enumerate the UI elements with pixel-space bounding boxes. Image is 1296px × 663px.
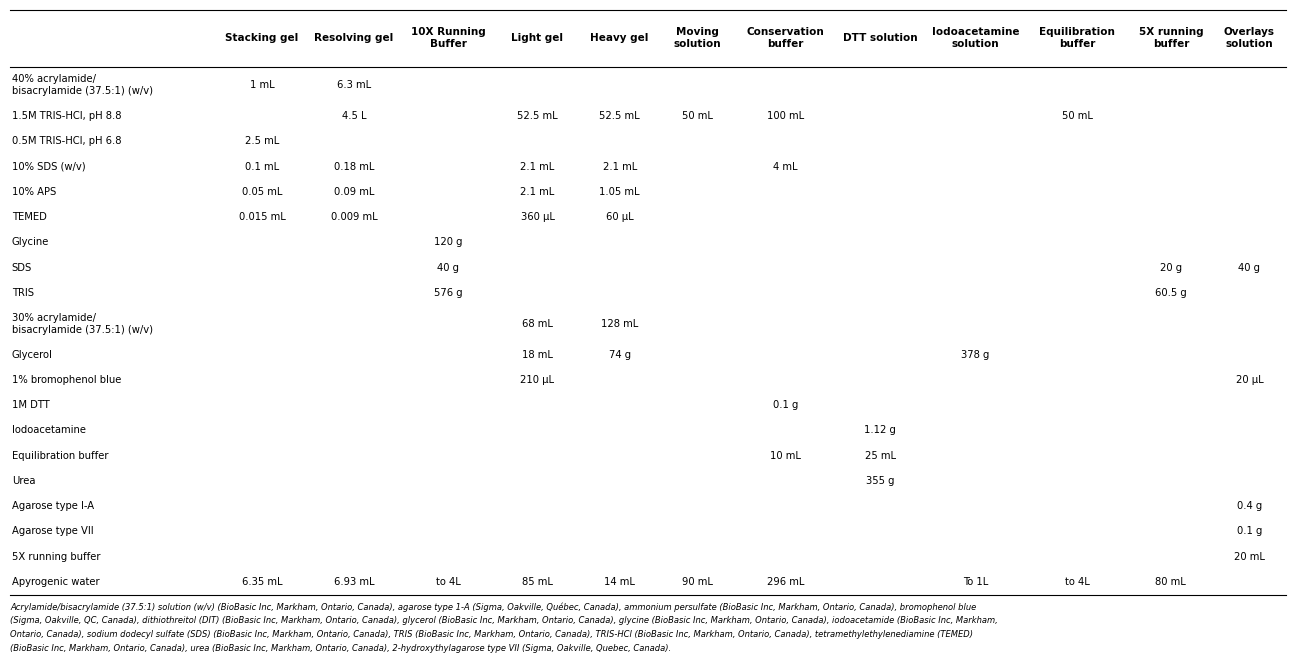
Text: TEMED: TEMED — [12, 212, 47, 222]
Text: 378 g: 378 g — [962, 349, 990, 359]
Text: 10 mL: 10 mL — [770, 451, 801, 461]
Text: Moving
solution: Moving solution — [674, 27, 722, 49]
Text: 360 μL: 360 μL — [521, 212, 555, 222]
Text: 0.5M TRIS-HCl, pH 6.8: 0.5M TRIS-HCl, pH 6.8 — [12, 137, 121, 147]
Text: 50 mL: 50 mL — [682, 111, 713, 121]
Text: 0.1 mL: 0.1 mL — [245, 162, 279, 172]
Text: 1% bromophenol blue: 1% bromophenol blue — [12, 375, 121, 385]
Text: Urea: Urea — [12, 476, 35, 486]
Text: 20 g: 20 g — [1160, 263, 1182, 272]
Text: Acrylamide/bisacrylamide (37.5:1) solution (w/v) (BioBasic Inc, Markham, Ontario: Acrylamide/bisacrylamide (37.5:1) soluti… — [10, 603, 977, 612]
Text: Resolving gel: Resolving gel — [315, 33, 394, 43]
Text: 52.5 mL: 52.5 mL — [517, 111, 557, 121]
Text: 2.1 mL: 2.1 mL — [521, 162, 555, 172]
Text: 90 mL: 90 mL — [682, 577, 713, 587]
Text: 0.009 mL: 0.009 mL — [330, 212, 377, 222]
Text: Light gel: Light gel — [512, 33, 564, 43]
Text: (Sigma, Oakville, QC, Canada), dithiothreitol (DIT) (BioBasic Inc, Markham, Onta: (Sigma, Oakville, QC, Canada), dithiothr… — [10, 617, 998, 625]
Text: 5X running buffer: 5X running buffer — [12, 552, 100, 562]
Text: 355 g: 355 g — [866, 476, 894, 486]
Text: to 4L: to 4L — [435, 577, 460, 587]
Text: 74 g: 74 g — [609, 349, 631, 359]
Text: Equilibration
buffer: Equilibration buffer — [1039, 27, 1116, 49]
Text: 1.05 mL: 1.05 mL — [600, 187, 640, 197]
Text: 6.93 mL: 6.93 mL — [334, 577, 375, 587]
Text: (BioBasic Inc, Markham, Ontario, Canada), urea (BioBasic Inc, Markham, Ontario, : (BioBasic Inc, Markham, Ontario, Canada)… — [10, 644, 671, 653]
Text: 80 mL: 80 mL — [1156, 577, 1186, 587]
Text: Conservation
buffer: Conservation buffer — [746, 27, 824, 49]
Text: Iodoacetamine: Iodoacetamine — [12, 426, 86, 436]
Text: 210 μL: 210 μL — [521, 375, 555, 385]
Text: 1.5M TRIS-HCl, pH 8.8: 1.5M TRIS-HCl, pH 8.8 — [12, 111, 121, 121]
Text: 10X Running
Buffer: 10X Running Buffer — [411, 27, 486, 49]
Text: 20 mL: 20 mL — [1234, 552, 1265, 562]
Text: To 1L: To 1L — [963, 577, 988, 587]
Text: SDS: SDS — [12, 263, 32, 272]
Text: 85 mL: 85 mL — [522, 577, 553, 587]
Text: 4 mL: 4 mL — [774, 162, 798, 172]
Text: 52.5 mL: 52.5 mL — [599, 111, 640, 121]
Text: TRIS: TRIS — [12, 288, 34, 298]
Text: 5X running
buffer: 5X running buffer — [1139, 27, 1203, 49]
Text: 0.1 g: 0.1 g — [772, 400, 798, 410]
Text: DTT solution: DTT solution — [844, 33, 918, 43]
Text: 40 g: 40 g — [1239, 263, 1261, 272]
Text: 0.05 mL: 0.05 mL — [241, 187, 283, 197]
Text: 576 g: 576 g — [434, 288, 463, 298]
Text: 18 mL: 18 mL — [522, 349, 553, 359]
Text: 68 mL: 68 mL — [522, 319, 553, 329]
Text: 14 mL: 14 mL — [604, 577, 635, 587]
Text: 20 μL: 20 μL — [1235, 375, 1264, 385]
Text: Agarose type I-A: Agarose type I-A — [12, 501, 93, 511]
Text: 1 mL: 1 mL — [250, 80, 275, 90]
Text: 4.5 L: 4.5 L — [342, 111, 367, 121]
Text: 128 mL: 128 mL — [601, 319, 639, 329]
Text: 296 mL: 296 mL — [767, 577, 804, 587]
Text: Glycerol: Glycerol — [12, 349, 53, 359]
Text: 60 μL: 60 μL — [605, 212, 634, 222]
Text: 2.5 mL: 2.5 mL — [245, 137, 279, 147]
Text: 1.12 g: 1.12 g — [864, 426, 897, 436]
Text: 40 g: 40 g — [437, 263, 459, 272]
Text: 0.18 mL: 0.18 mL — [334, 162, 375, 172]
Text: Heavy gel: Heavy gel — [591, 33, 649, 43]
Text: 50 mL: 50 mL — [1061, 111, 1093, 121]
Text: Agarose type VII: Agarose type VII — [12, 526, 93, 536]
Text: Apyrogenic water: Apyrogenic water — [12, 577, 100, 587]
Text: 10% APS: 10% APS — [12, 187, 56, 197]
Text: Glycine: Glycine — [12, 237, 49, 247]
Text: Stacking gel: Stacking gel — [226, 33, 298, 43]
Text: 6.3 mL: 6.3 mL — [337, 80, 371, 90]
Text: Equilibration buffer: Equilibration buffer — [12, 451, 108, 461]
Text: 10% SDS (w/v): 10% SDS (w/v) — [12, 162, 86, 172]
Text: 1M DTT: 1M DTT — [12, 400, 49, 410]
Text: 60.5 g: 60.5 g — [1155, 288, 1187, 298]
Text: 120 g: 120 g — [434, 237, 463, 247]
Text: Ontario, Canada), sodium dodecyl sulfate (SDS) (BioBasic Inc, Markham, Ontario, : Ontario, Canada), sodium dodecyl sulfate… — [10, 631, 973, 639]
Text: 0.09 mL: 0.09 mL — [334, 187, 375, 197]
Text: 30% acrylamide/
bisacrylamide (37.5:1) (w/v): 30% acrylamide/ bisacrylamide (37.5:1) (… — [12, 313, 153, 335]
Text: 0.015 mL: 0.015 mL — [238, 212, 285, 222]
Text: 40% acrylamide/
bisacrylamide (37.5:1) (w/v): 40% acrylamide/ bisacrylamide (37.5:1) (… — [12, 74, 153, 96]
Text: Overlays
solution: Overlays solution — [1223, 27, 1275, 49]
Text: 0.1 g: 0.1 g — [1236, 526, 1262, 536]
Text: 6.35 mL: 6.35 mL — [241, 577, 283, 587]
Text: 2.1 mL: 2.1 mL — [603, 162, 636, 172]
Text: 25 mL: 25 mL — [864, 451, 896, 461]
Text: 0.4 g: 0.4 g — [1236, 501, 1262, 511]
Text: 2.1 mL: 2.1 mL — [521, 187, 555, 197]
Text: 100 mL: 100 mL — [767, 111, 804, 121]
Text: Iodoacetamine
solution: Iodoacetamine solution — [932, 27, 1019, 49]
Text: to 4L: to 4L — [1065, 577, 1090, 587]
